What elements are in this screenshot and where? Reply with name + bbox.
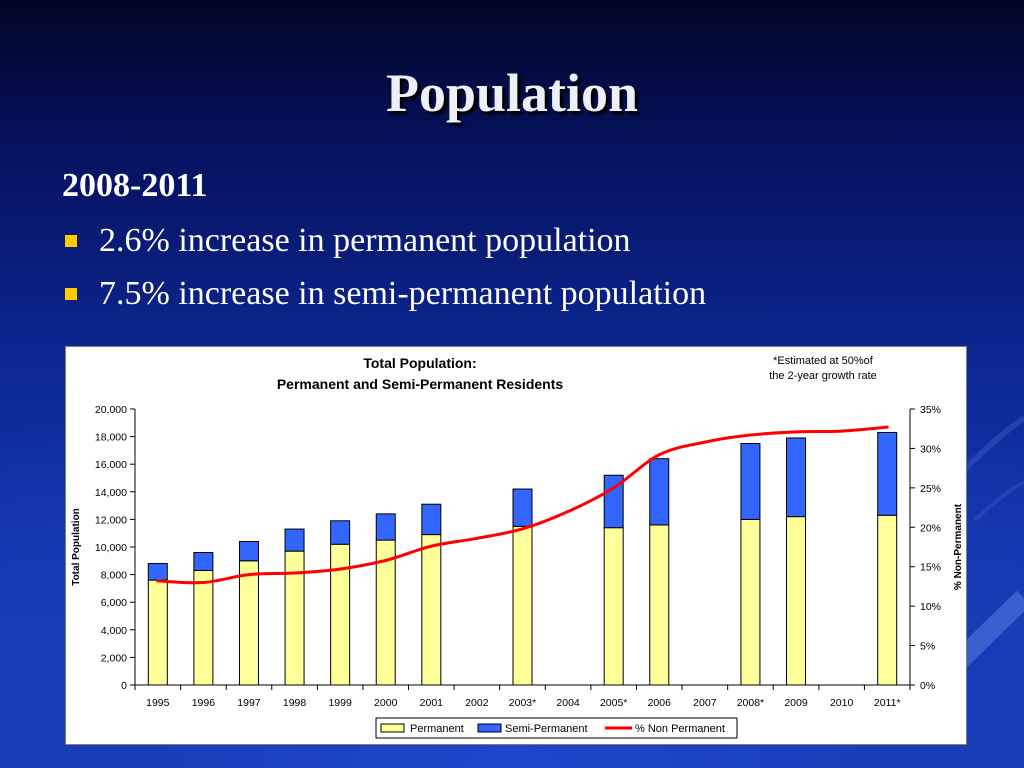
bar-permanent-1999 [330, 543, 351, 686]
bullet-square-icon [65, 235, 77, 247]
bullet-text: 2.6% increase in permanent population [99, 222, 631, 259]
bar-semi-permanent-2006 [649, 458, 670, 526]
x-tick-label-2008: 2008* [737, 697, 764, 709]
point-non-permanent-2011 [885, 425, 889, 429]
y-tick-label: 20,000 [95, 404, 127, 416]
x-tick-label-2009: 2009 [784, 697, 808, 709]
bar-semi-permanent-2003 [512, 488, 533, 527]
bar-semi-permanent-1999 [330, 520, 351, 545]
x-tick-label-2010: 2010 [830, 697, 854, 709]
point-non-permanent-2005 [612, 486, 616, 490]
legend: Permanent Semi-Permanent % Non Permanent [375, 717, 738, 739]
point-non-permanent-2008 [748, 433, 752, 437]
bar-semi-permanent-2009 [786, 437, 807, 518]
x-tick-label-2002: 2002 [465, 697, 489, 709]
x-tick-label-2011: 2011* [874, 697, 901, 709]
bar-permanent-1995 [147, 579, 168, 686]
bar-permanent-2009 [786, 516, 807, 686]
bar-semi-permanent-2011 [877, 431, 898, 516]
legend-label-semi-permanent: Semi-Permanent [505, 723, 588, 735]
chart-annotation-line1: *Estimated at 50%of [773, 355, 874, 367]
y-tick-label: 8,000 [101, 570, 127, 582]
bar-semi-permanent-1995 [147, 563, 168, 581]
bar-permanent-2001 [421, 534, 442, 686]
y-tick-label: 14,000 [95, 487, 127, 499]
y-tick-label: 6,000 [101, 597, 127, 609]
point-non-permanent-2004 [566, 510, 570, 514]
x-tick-label-2004: 2004 [556, 697, 580, 709]
population-chart: Total Population: Permanent and Semi-Per… [65, 346, 967, 745]
legend-box [375, 717, 738, 739]
bar-permanent-1996 [193, 569, 214, 686]
y2-tick-label: 25% [920, 483, 941, 495]
y2-tick-label: 0% [920, 680, 935, 692]
point-non-permanent-2006 [657, 453, 661, 457]
y-tick-label: 12,000 [95, 514, 127, 526]
y-tick-label: 10,000 [95, 542, 127, 554]
point-non-permanent-2010 [840, 429, 844, 433]
point-non-permanent-2007 [703, 440, 707, 444]
bar-semi-permanent-2001 [421, 503, 442, 536]
bar-semi-permanent-1996 [193, 552, 214, 571]
x-tick-label-2000: 2000 [374, 697, 398, 709]
x-tick-label-1998: 1998 [283, 697, 307, 709]
x-tick-label-2001: 2001 [420, 697, 444, 709]
legend-label-permanent: Permanent [410, 723, 464, 735]
chart-subtitle: Permanent and Semi-Permanent Residents [277, 376, 564, 392]
bar-permanent-2011 [877, 514, 898, 686]
y-tick-label: 4,000 [101, 625, 127, 637]
y-tick-label: 0 [121, 680, 127, 692]
point-non-permanent-2002 [475, 536, 479, 540]
bar-permanent-1997 [238, 560, 259, 686]
slide-subtitle: 2008-2011 [62, 167, 208, 204]
bar-semi-permanent-2000 [375, 513, 396, 541]
bullet-text: 7.5% increase in semi-permanent populati… [99, 275, 707, 312]
y2-axis-title: % Non-Permanent [953, 503, 964, 590]
point-non-permanent-2001 [429, 544, 433, 548]
plot-area: 0 2,000 4,000 6,000 8,000 10,000 12,000 14,000 1… [95, 404, 941, 709]
point-non-permanent-1998 [293, 571, 297, 575]
legend-swatch-permanent [380, 723, 405, 733]
point-non-permanent-1997 [247, 573, 251, 577]
bar-permanent-2006 [649, 524, 670, 686]
bar-semi-permanent-2008 [740, 443, 761, 520]
bar-permanent-2008 [740, 518, 761, 686]
point-non-permanent-2003 [521, 527, 524, 531]
chart-title: Total Population: [363, 355, 476, 371]
bar-permanent-2005 [603, 527, 624, 686]
legend-swatch-semi-permanent [477, 723, 502, 733]
bullet-square-icon [65, 288, 77, 300]
x-tick-label-2003: 2003* [509, 697, 536, 709]
y2-tick-label: 5% [920, 641, 935, 653]
bar-semi-permanent-1998 [284, 528, 305, 552]
chart-container: Total Population: Permanent and Semi-Per… [65, 346, 967, 745]
y-axis-title: Total Population [71, 508, 82, 586]
y2-tick-label: 10% [920, 601, 941, 613]
y2-tick-label: 30% [920, 443, 941, 455]
point-non-permanent-2009 [794, 430, 798, 434]
y2-tick-label: 15% [920, 562, 941, 574]
y2-tick-label: 20% [920, 522, 941, 534]
point-non-permanent-2000 [384, 558, 388, 562]
y-tick-label: 18,000 [95, 432, 127, 444]
x-tick-label-1997: 1997 [237, 697, 261, 709]
x-tick-label-2006: 2006 [648, 697, 672, 709]
x-tick-label-1995: 1995 [146, 697, 170, 709]
bar-permanent-2003 [512, 525, 533, 686]
point-non-permanent-1996 [201, 580, 205, 584]
y-tick-label: 2,000 [101, 652, 127, 664]
bar-semi-permanent-2005 [603, 474, 624, 529]
bar-semi-permanent-1997 [238, 540, 259, 562]
x-tick-label-2005: 2005* [600, 697, 627, 709]
y-tick-label: 16,000 [95, 459, 127, 471]
x-tick-label-2007: 2007 [693, 697, 717, 709]
x-tick-label-1999: 1999 [328, 697, 352, 709]
point-non-permanent-1999 [338, 567, 342, 571]
point-non-permanent-1995 [156, 579, 160, 583]
slide-title: Population [385, 63, 639, 123]
y2-tick-label: 35% [920, 404, 941, 416]
legend-label-non-permanent: % Non Permanent [635, 723, 725, 735]
chart-annotation-line2: the 2-year growth rate [769, 370, 877, 382]
x-tick-label-1996: 1996 [192, 697, 216, 709]
